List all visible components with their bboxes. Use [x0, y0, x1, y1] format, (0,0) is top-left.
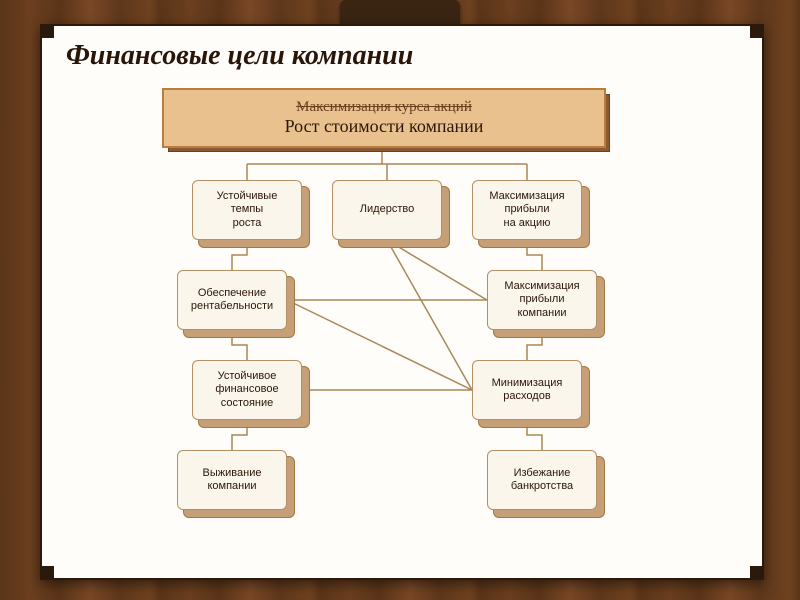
- top-goal-strikethrough: Максимизация курса акций: [164, 99, 604, 116]
- wood-background: Финансовые цели компании Максимизация ку…: [0, 0, 800, 600]
- corner-decoration: [40, 24, 54, 38]
- goal-node: Обеспечениерентабельности: [177, 270, 287, 330]
- goal-node: Максимизацияприбылина акцию: [472, 180, 582, 240]
- corner-decoration: [750, 24, 764, 38]
- slide-title: Финансовые цели компании: [66, 40, 413, 72]
- connector-lines: [42, 80, 762, 578]
- goal-node: Устойчивыетемпыроста: [192, 180, 302, 240]
- paper-sheet: Финансовые цели компании Максимизация ку…: [40, 24, 764, 580]
- goal-node: Минимизациярасходов: [472, 360, 582, 420]
- diagram-stage: Максимизация курса акцийРост стоимости к…: [42, 80, 762, 578]
- goal-node: Избежаниебанкротства: [487, 450, 597, 510]
- top-goal-main: Рост стоимости компании: [164, 116, 604, 137]
- goal-node: Устойчивоефинансовоесостояние: [192, 360, 302, 420]
- goal-node: Лидерство: [332, 180, 442, 240]
- top-goal-box: Максимизация курса акцийРост стоимости к…: [162, 88, 606, 148]
- goal-node: Максимизацияприбыликомпании: [487, 270, 597, 330]
- goal-node: Выживаниекомпании: [177, 450, 287, 510]
